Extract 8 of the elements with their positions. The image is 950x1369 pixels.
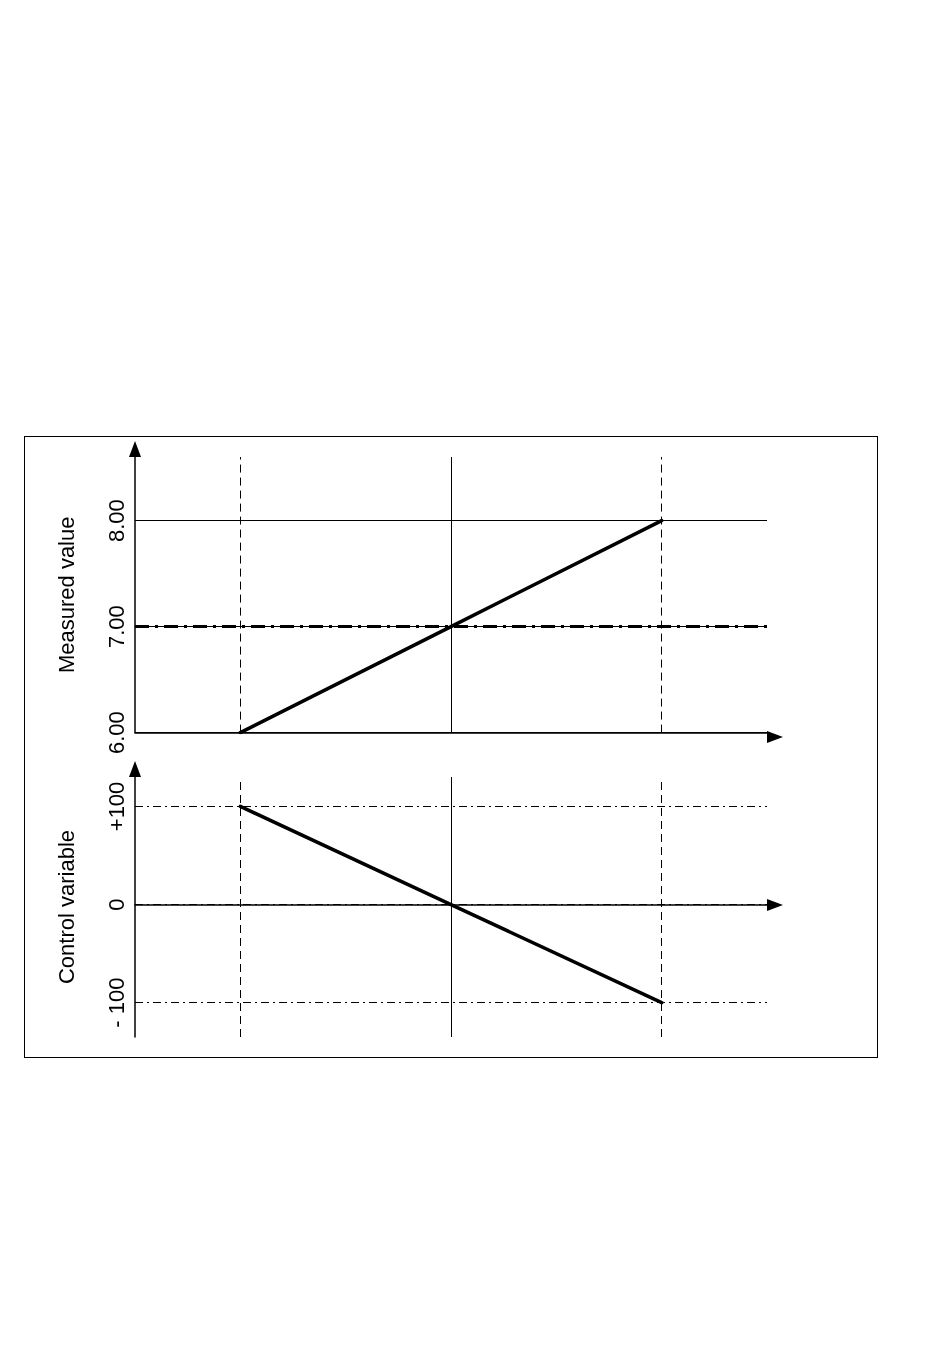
y-tick-label: 8.00 [103, 499, 129, 543]
y-tick-label: 6.00 [103, 711, 129, 754]
y-tick-label: 0 [103, 898, 129, 911]
y-tick-label: +100 [103, 781, 129, 832]
y-tick-label: - 100 [103, 977, 129, 1028]
y-axis-title: Control variable [53, 829, 79, 985]
y-axis-title: Measured value [53, 516, 79, 674]
y-tick-label: 7.00 [103, 605, 129, 649]
